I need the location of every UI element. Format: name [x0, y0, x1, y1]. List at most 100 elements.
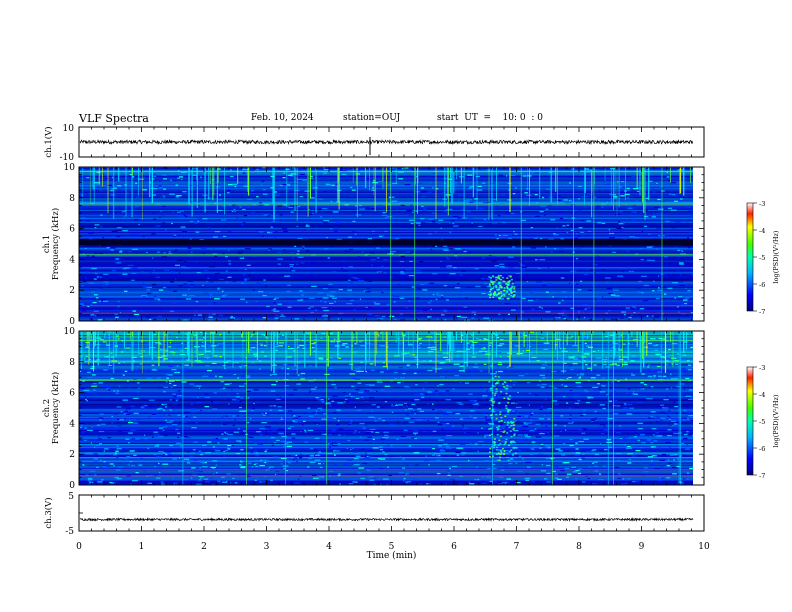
ch2-spectrogram-cell	[350, 449, 352, 451]
ch1-spectrogram-cell	[248, 170, 255, 172]
ch2-spectrogram-cell	[605, 366, 611, 368]
ch2-spectrogram-cell	[490, 373, 497, 375]
ch1-spectrogram-cell	[351, 276, 357, 278]
ch2-spectrogram-cell	[202, 444, 207, 446]
ch1-spectrogram-cell	[415, 175, 418, 178]
ch2-spectrogram-cell	[474, 479, 479, 481]
ch2-spectrogram-emission-patch	[493, 400, 496, 403]
ch2-spectrogram-cell	[432, 448, 435, 450]
ch2-spectrogram-cell	[441, 428, 444, 430]
ch1-spectrogram-cell	[625, 270, 627, 272]
ch2-spectrogram-cell	[84, 396, 87, 398]
ch1-spectrogram-cell	[162, 205, 166, 208]
ch2-spectrogram-cell	[438, 439, 444, 441]
ch2-spectrogram-cell	[358, 341, 363, 343]
ch2-spectrogram-cell	[650, 442, 654, 444]
ch1-spectrogram-cell	[270, 187, 274, 189]
ch2-spectrogram-emission-patch	[506, 421, 509, 423]
ch2-spectrogram-cell	[298, 416, 301, 418]
ch1-spectrogram-cell	[679, 284, 685, 286]
ch2-spectrogram-cell	[144, 434, 146, 436]
ch1-spectrogram-cell	[615, 215, 617, 217]
ch2-spectrogram-cell	[434, 390, 439, 392]
ch2-spectrogram-cell	[681, 367, 687, 369]
ch2-spectrogram-emission-patch	[491, 392, 494, 394]
ch2-spectrogram-cell	[372, 453, 378, 455]
ch1-spectrogram-cell	[83, 219, 89, 221]
ch2-spectrogram-emission-patch	[491, 398, 494, 400]
ch2-spectrogram-band	[79, 464, 693, 467]
ch2-spectrogram-cell	[588, 466, 592, 468]
ch1-spectrogram-cell	[265, 201, 269, 203]
ch2-spectrogram-band	[79, 389, 693, 391]
ch2-spectrogram-band	[79, 454, 693, 456]
ch1-spectrogram-cell	[99, 245, 101, 247]
ch2-spectrogram-cell	[643, 465, 648, 467]
ch1-spectrogram-cell	[448, 248, 454, 250]
ch1-spectrogram-cell	[632, 306, 636, 308]
ch2-spectrogram-cell	[683, 388, 685, 390]
ch2-spectrogram-cell	[116, 456, 119, 458]
ch2-spectrogram-cell	[457, 447, 464, 449]
ch1-spectrogram-cell	[97, 298, 103, 300]
ch2-spectrogram-cell	[147, 447, 150, 449]
ch2-spectrogram-cell	[441, 437, 445, 439]
ch1-spectrogram-cell	[80, 194, 83, 196]
ch1-spectrogram-cell	[311, 285, 317, 287]
ch2-spectrogram-cell	[687, 398, 693, 400]
ch1-spectrogram-cell	[322, 207, 328, 210]
ch1-spectrogram-cell	[406, 210, 410, 212]
ch2-spectrogram-cell	[625, 378, 628, 380]
ch2-spectrogram-cell	[659, 419, 664, 421]
ch1-spectrogram-cell	[219, 245, 221, 247]
ch2-spectrogram-cell	[412, 430, 419, 432]
ch2-spectrogram-cell	[418, 337, 423, 339]
ch2-spectrogram-cell	[667, 459, 670, 461]
ch1-spectrogram-cell	[351, 231, 356, 233]
ch1-spectrogram-cell	[596, 205, 601, 208]
ch2-spectrogram-cell	[246, 376, 250, 378]
ch2-spectrogram-cell	[197, 480, 202, 482]
ch2-spectrogram-cell	[390, 445, 393, 447]
ch1-spectrogram-cell	[630, 270, 633, 272]
ch2-spectrogram-cell	[507, 366, 509, 368]
ch2-spectrogram-cell	[581, 457, 585, 459]
ch1-spectrogram-cell	[255, 300, 257, 302]
ch2-spectrogram-cell	[546, 434, 548, 436]
ch2-spectrogram-cell	[631, 373, 634, 375]
ch1-spectrogram-cell	[675, 221, 682, 223]
ch1-spectrogram-cell	[578, 227, 583, 229]
ch2-spectrogram-cell	[181, 381, 187, 383]
ch1-spectrogram-cell	[677, 301, 683, 303]
ch2-spectrogram-cell	[331, 447, 333, 449]
ch2-spectrogram-cell	[93, 430, 99, 432]
ch2-spectrogram-cell	[251, 334, 254, 336]
ch2-spectrogram-emission-patch	[506, 424, 509, 426]
ch1-spectrogram-cell	[587, 173, 590, 175]
ch1-spectrogram-cell	[601, 222, 603, 224]
ch2-spectrogram-cell	[96, 466, 99, 468]
ch2-spectrogram-cell	[443, 413, 449, 416]
ch1-spectrogram-cell	[459, 294, 462, 296]
ch2-spectrogram-cell	[291, 455, 297, 457]
ch2-spectrogram-cell	[378, 332, 383, 334]
ch2-spectrogram-cell	[419, 459, 424, 461]
ch2-spectrogram-cell	[546, 457, 549, 459]
ch2-spectrogram-cell	[362, 427, 366, 429]
ch2-spectrogram-cell	[215, 437, 218, 440]
ch2-spectrogram-cell	[178, 470, 185, 472]
ch2-spectrogram-cell	[658, 447, 662, 449]
ch1-spectrogram-cell	[178, 176, 184, 178]
ch1-spectrogram-band	[79, 250, 693, 252]
ch2-spectrogram-cell	[358, 431, 360, 433]
ch2-spectrogram-emission-patch	[502, 447, 505, 450]
ch1-spectrogram-cell	[227, 231, 232, 233]
ch2-spectrogram-cell	[687, 413, 692, 415]
ch2-spectrogram-cell	[93, 458, 99, 460]
ch1-spectrogram-cell	[179, 216, 185, 218]
ch1-spectrogram-band	[79, 264, 693, 266]
ch1-spectrogram-cell	[331, 297, 337, 299]
ch1-spectrogram-cell	[186, 297, 189, 299]
ch2-spectrogram-cell	[320, 334, 322, 336]
ch2-spectrogram-cell	[522, 458, 524, 460]
